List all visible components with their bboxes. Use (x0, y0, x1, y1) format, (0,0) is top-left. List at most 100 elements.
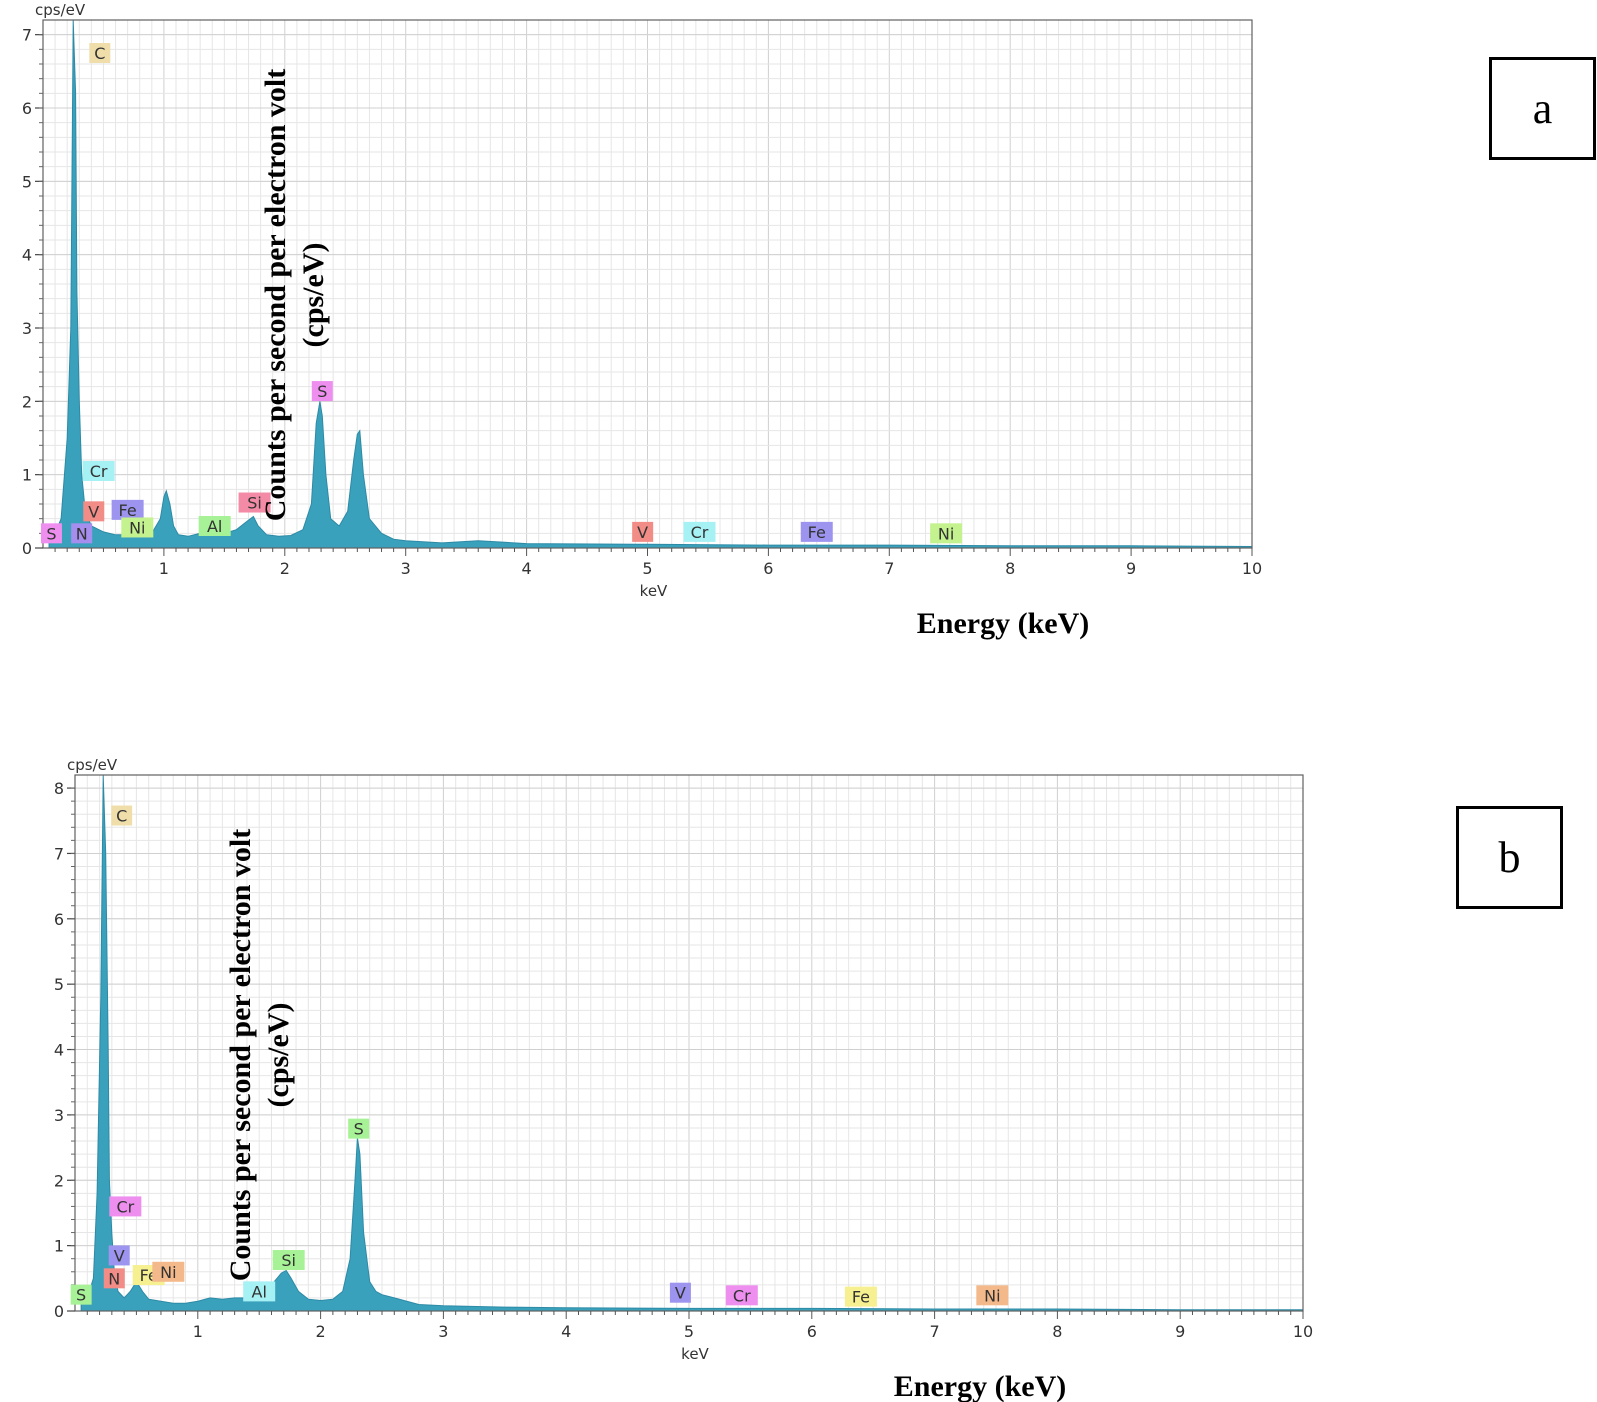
panel-a-label-box: a (1489, 57, 1596, 160)
ylabel-overlay-line2: (cps/eV) (297, 243, 330, 348)
x-tick-label: 10 (1293, 1322, 1313, 1341)
peak-label-box (844, 1286, 877, 1307)
peak-label-box (238, 492, 271, 513)
peak-label-box (152, 1261, 185, 1282)
peak-label-box (930, 523, 963, 544)
peak-label: S (76, 1286, 86, 1305)
peak-label: V (114, 1246, 125, 1265)
peak-label-box (800, 521, 833, 542)
x-tick-label: 9 (1126, 559, 1136, 578)
panel-b-label-box: b (1456, 806, 1563, 909)
ylabel-overlay: Counts per second per electron volt (cps/… (259, 69, 330, 521)
y-tick-label: 2 (22, 392, 32, 411)
peak-label-box (243, 1281, 276, 1302)
y-tick-label: 4 (54, 1041, 64, 1060)
chart-panel-a: 0 1 2 3 4 5 6 7 1 2 3 4 5 6 7 8 9 10 cps/eV keV C Cr V Fe S N Ni Al… (22, 1, 1262, 640)
peak-label: Si (247, 494, 262, 513)
peak-label: Ni (984, 1286, 1000, 1305)
peak-label: Fe (808, 523, 826, 542)
y-tick-label: 5 (54, 975, 64, 994)
x-tick-label: 6 (763, 559, 773, 578)
peak-label: Cr (691, 523, 709, 542)
x-tick-label: 3 (438, 1322, 448, 1341)
peak-label: Ni (938, 524, 954, 543)
peak-label-box (83, 501, 105, 522)
y-tick-label: 5 (22, 172, 32, 191)
ylabel-overlay-line1: Counts per second per electron volt (259, 69, 292, 521)
x-tick-label: 5 (642, 559, 652, 578)
y-tick-label: 2 (54, 1171, 64, 1190)
x-tick-label: 7 (884, 559, 894, 578)
peak-label-box (121, 517, 154, 538)
peak-label: S (354, 1120, 364, 1139)
y-tick-label: 0 (22, 539, 32, 558)
peak-label-box (311, 381, 333, 402)
y-tick-label: 0 (54, 1302, 64, 1321)
x-tick-label: 3 (401, 559, 411, 578)
x-tick-label: 2 (280, 559, 290, 578)
x-tick-label: 2 (316, 1322, 326, 1341)
peak-label-box (976, 1285, 1009, 1306)
y-tick-label: 6 (54, 910, 64, 929)
x-axis-label: keV (681, 1345, 709, 1363)
peak-label-box (348, 1118, 370, 1139)
peak-label: V (88, 502, 99, 521)
y-unit-label: cps/eV (67, 756, 118, 774)
ylabel-overlay-line1: Counts per second per electron volt (224, 829, 257, 1281)
peak-label: Al (207, 517, 222, 536)
peak-label-box (40, 523, 62, 544)
x-tick-label: 6 (807, 1322, 817, 1341)
x-tick-label: 8 (1052, 1322, 1062, 1341)
x-tick-label: 1 (193, 1322, 203, 1341)
peak-label: S (317, 382, 327, 401)
peak-label-box (669, 1282, 691, 1303)
peak-label-box (198, 516, 231, 536)
spectrum-area (48, 19, 1253, 549)
energy-caption: Energy (keV) (917, 607, 1089, 640)
peak-label: Cr (733, 1286, 751, 1305)
y-tick-label: 7 (22, 26, 32, 45)
energy-caption: Energy (keV) (894, 1370, 1066, 1402)
y-tick-label: 6 (22, 99, 32, 118)
x-tick-label: 7 (930, 1322, 940, 1341)
y-tick-label: 3 (22, 319, 32, 338)
y-unit-label: cps/eV (35, 1, 86, 19)
ylabel-overlay: Counts per second per electron volt (cps/… (224, 829, 295, 1281)
peak-label-box (108, 1245, 130, 1266)
x-tick-label: 4 (522, 559, 532, 578)
peak-label-box (683, 521, 716, 542)
peak-label: Si (281, 1251, 296, 1270)
x-tick-label: 5 (684, 1322, 694, 1341)
peak-label-box (71, 523, 93, 544)
x-tick-label: 8 (1005, 559, 1015, 578)
y-tick-label: 3 (54, 1106, 64, 1125)
panel-b-label: b (1498, 833, 1521, 882)
peak-label: C (94, 44, 105, 63)
y-tick-label: 1 (54, 1237, 64, 1256)
x-axis-label: keV (640, 582, 668, 600)
x-tick-label: 1 (159, 559, 169, 578)
peak-label: S (46, 524, 56, 543)
peak-label: Ni (129, 518, 145, 537)
y-tick-label: 4 (22, 246, 32, 265)
y-tick-label: 8 (54, 779, 64, 798)
peak-label-box (70, 1284, 92, 1305)
peak-label-box (109, 1196, 142, 1217)
x-tick-label: 10 (1242, 559, 1262, 578)
x-tick-label: 9 (1175, 1322, 1185, 1341)
x-tick-label: 4 (561, 1322, 571, 1341)
peak-label: Cr (90, 462, 108, 481)
peak-label: V (675, 1284, 686, 1303)
peak-label-box (725, 1285, 758, 1306)
peak-label: Al (252, 1282, 267, 1301)
peak-label: Fe (852, 1288, 870, 1307)
peak-label-box (272, 1250, 305, 1271)
peak-label: Fe (119, 501, 137, 520)
peak-label: N (108, 1269, 120, 1288)
y-tick-label: 7 (54, 844, 64, 863)
peak-label: Ni (160, 1263, 176, 1282)
peak-label: C (116, 807, 127, 826)
peak-label: N (76, 524, 88, 543)
